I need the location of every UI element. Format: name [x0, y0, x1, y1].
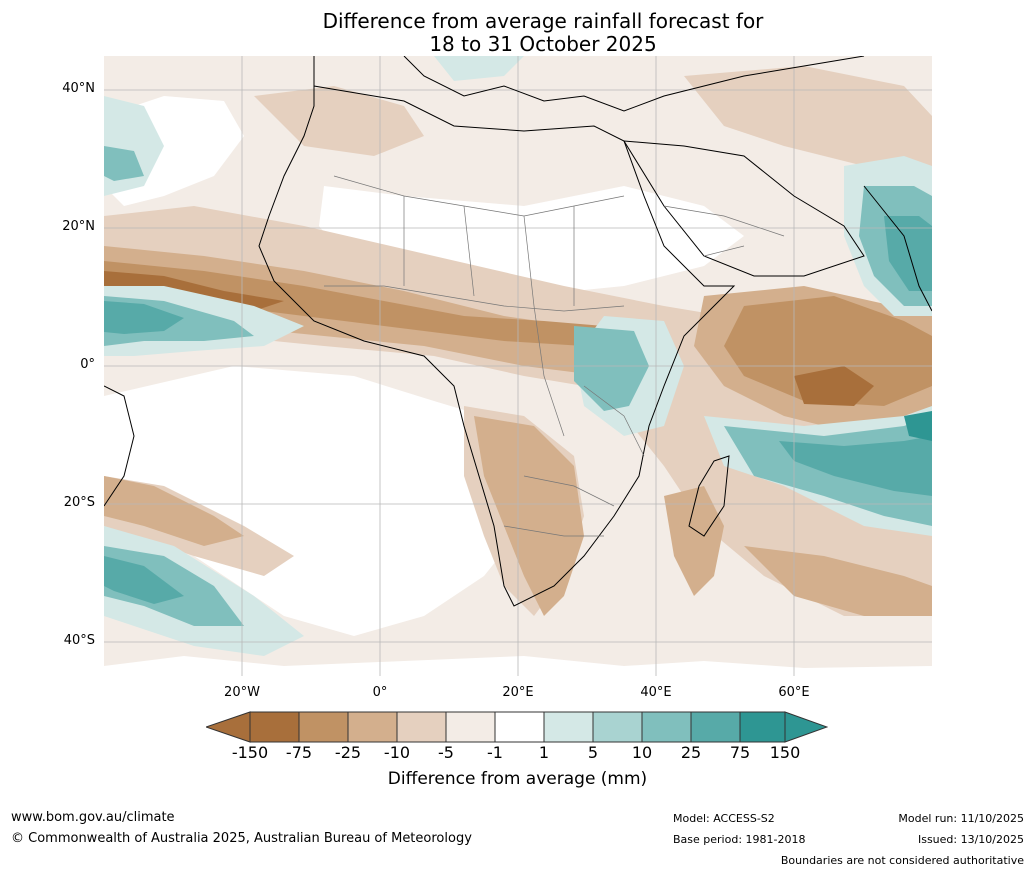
colorbar-tick: 1 [538, 743, 550, 762]
europe-coastline [313, 56, 865, 112]
colorbar-tick: -5 [438, 743, 454, 762]
coastlines [104, 56, 932, 607]
lon-label-20w: 20°W [224, 685, 260, 700]
graticule [104, 56, 932, 676]
colorbar-swatch [396, 711, 447, 743]
colorbar-swatch [249, 711, 300, 743]
lat-label-20s: 20°S [63, 495, 95, 510]
dark-teal-zones [104, 216, 932, 604]
colorbar-tick: 5 [587, 743, 599, 762]
footer-model: Model: ACCESS-S2 [673, 812, 775, 825]
colorbar-tick: -10 [383, 743, 411, 762]
darkest-teal-zones [904, 411, 932, 441]
colorbar-tick: 10 [631, 743, 653, 762]
colorbar-swatch [298, 711, 349, 743]
africa-coastline [258, 85, 736, 607]
colorbar-tick: -25 [334, 743, 362, 762]
colorbar-tick: -1 [487, 743, 503, 762]
footer-copyright: © Commonwealth of Australia 2025, Austra… [11, 831, 472, 846]
colorbar-swatch [641, 711, 692, 743]
lat-label-20n: 20°N [62, 219, 95, 234]
lat-label-40n: 40°N [62, 81, 95, 96]
colorbar-swatch [543, 711, 594, 743]
footer-base-period: Base period: 1981-2018 [673, 833, 806, 846]
lon-label-0: 0° [372, 685, 388, 700]
footer-issued: Issued: 13/10/2025 [917, 833, 1024, 846]
colorbar-tick: 25 [680, 743, 702, 762]
arabia-coastline [623, 140, 865, 277]
footer-model-run: Model run: 11/10/2025 [898, 812, 1024, 825]
lon-label-20e: 20°E [502, 685, 534, 700]
madagascar-coastline [688, 455, 730, 537]
map-canvas [104, 56, 932, 676]
footer-url[interactable]: www.bom.gov.au/climate [11, 810, 175, 825]
colorbar-tick: 150 [769, 743, 801, 762]
colorbar-tick: 75 [729, 743, 751, 762]
colorbar-arrow-low [204, 711, 251, 743]
colorbar-swatch [739, 711, 786, 743]
dark-brown-zones [104, 261, 932, 406]
darkest-brown-zones [104, 271, 874, 406]
colorbar-swatch [592, 711, 643, 743]
footer-disclaimer: Boundaries are not considered authoritat… [780, 854, 1024, 867]
colorbar-swatch [494, 711, 545, 743]
rainfall-anomaly-map [104, 56, 932, 676]
colorbar-swatch [347, 711, 398, 743]
colorbar [204, 711, 829, 743]
colorbar-tick: -150 [231, 743, 269, 762]
lat-label-40s: 40°S [63, 633, 95, 648]
lon-label-60e: 60°E [778, 685, 810, 700]
colorbar-label: Difference from average (mm) [387, 769, 648, 789]
colorbar-svg [204, 711, 829, 743]
country-borders [324, 175, 785, 537]
colorbar-arrow-high [784, 711, 829, 743]
lat-label-0: 0° [80, 357, 95, 372]
colorbar-swatch [690, 711, 741, 743]
map-title: Difference from average rainfall forecas… [200, 10, 886, 56]
india-coastline [863, 185, 932, 312]
title-line-2: 18 to 31 October 2025 [429, 32, 657, 56]
south-america-coastline [104, 385, 135, 507]
lon-label-40e: 40°E [640, 685, 672, 700]
title-line-1: Difference from average rainfall forecas… [322, 9, 764, 33]
colorbar-swatch [445, 711, 496, 743]
colorbar-tick: -75 [285, 743, 313, 762]
